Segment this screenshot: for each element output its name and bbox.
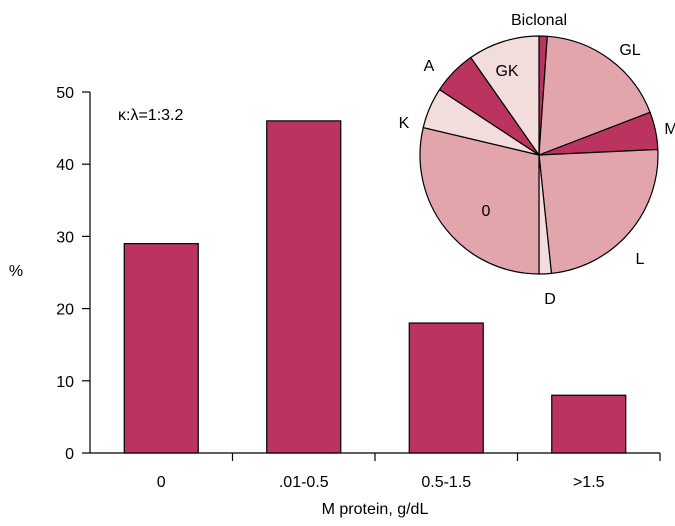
pie-slice-label: GK <box>495 63 518 80</box>
y-tick-label: 20 <box>56 302 74 319</box>
pie-slice <box>470 35 540 156</box>
bar <box>408 322 484 454</box>
pie-slice-label: GL <box>619 42 640 59</box>
pie-slice-label: A <box>424 58 435 75</box>
y-tick-label: 10 <box>56 374 74 391</box>
bar <box>123 243 199 454</box>
bar <box>551 394 627 454</box>
y-axis-label: % <box>9 263 23 280</box>
ratio-annotation: κ:λ=1:3.2 <box>118 107 183 124</box>
x-axis-label: M protein, g/dL <box>322 501 429 518</box>
pie-slice <box>538 148 659 274</box>
pie-slice-label: 0 <box>482 203 491 220</box>
bar-chart: 0 10 20 30 40 50 0 .01-0.5 0.5-1.5 >1.5 % M prot… <box>9 85 661 518</box>
pie-slice-label: M <box>664 121 675 138</box>
pie-slice-label: D <box>544 291 556 308</box>
x-tick-label: >1.5 <box>573 474 605 491</box>
y-tick-label: 30 <box>56 229 74 246</box>
y-tick-label: 40 <box>56 157 74 174</box>
x-tick-label: 0.5-1.5 <box>421 474 471 491</box>
pie-slice <box>538 35 651 156</box>
pie-slice-label: Biclonal <box>511 12 567 29</box>
pie-slice-label: K <box>399 115 410 132</box>
y-tick-label: 0 <box>65 446 74 463</box>
pie-slice-label: L <box>636 251 645 268</box>
pie-chart: Biclonal GL M L D 0 K A GK <box>399 12 675 308</box>
bar <box>266 120 342 454</box>
y-tick-label: 50 <box>56 85 74 102</box>
x-tick-label: .01-0.5 <box>279 474 329 491</box>
pie-slice <box>419 126 540 275</box>
x-tick-label: 0 <box>157 474 166 491</box>
